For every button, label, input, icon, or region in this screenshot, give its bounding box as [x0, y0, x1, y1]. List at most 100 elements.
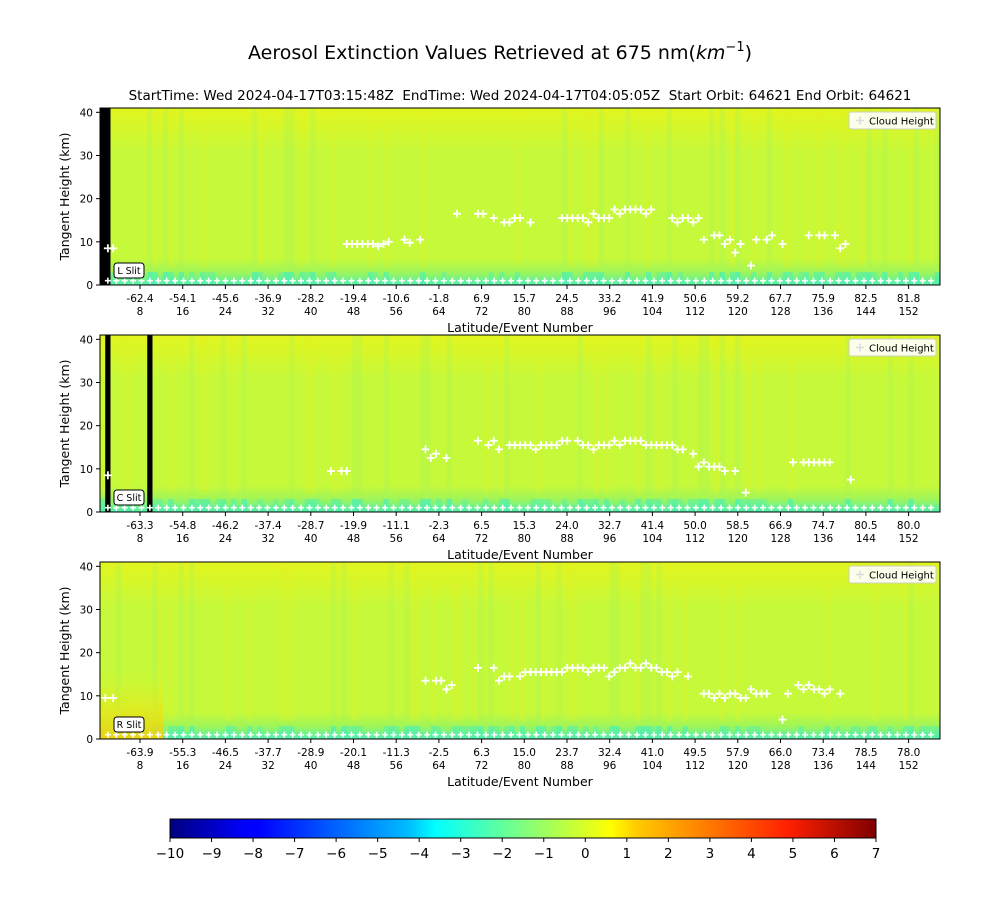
heatmap-stripe: [735, 562, 741, 722]
cloud-height-marker: [558, 668, 566, 677]
heatmap-low-cell: [504, 499, 510, 512]
cloud-height-marker: [474, 436, 482, 445]
heatmap-low-cell: [656, 272, 662, 285]
heatmap-low-cell: [604, 499, 610, 512]
cloud-height-marker: [579, 214, 587, 223]
heatmap-stripe: [719, 562, 725, 722]
heatmap-low-cell: [871, 726, 877, 739]
cloud-height-marker: [731, 466, 740, 475]
heatmap-low-cell: [121, 499, 127, 512]
heatmap-stripe: [640, 562, 646, 722]
cloud-height-marker: [109, 693, 118, 702]
heatmap-low-cell: [331, 499, 337, 512]
cloud-height-marker: [563, 436, 572, 445]
heatmap-stripe: [509, 562, 515, 722]
cloud-marker-baseline: [272, 277, 279, 284]
heatmap-stripe: [352, 335, 358, 495]
cloud-marker-baseline: [449, 731, 456, 738]
cloud-marker-baseline: [877, 504, 884, 511]
cloud-marker-baseline: [499, 731, 506, 738]
x-tick-latitude: -28.9: [297, 747, 324, 759]
cloud-height-marker: [741, 693, 750, 702]
y-axis-label: Tangent Height (km): [57, 132, 72, 261]
cloud-marker-baseline: [600, 504, 607, 511]
cloud-marker-baseline: [398, 277, 405, 284]
heatmap-low-cell: [446, 499, 452, 512]
heatmap-stripe: [625, 108, 631, 268]
cloud-height-marker: [374, 242, 383, 251]
heatmap-field: [100, 335, 940, 512]
cloud-height-marker: [526, 218, 535, 227]
heatmap-low-cell: [730, 272, 736, 285]
cloud-marker-baseline: [222, 504, 229, 511]
heatmap-low-cell: [756, 726, 762, 739]
x-tick-event: 56: [390, 760, 404, 772]
heatmap-stripe: [168, 562, 174, 722]
cloud-marker-baseline: [902, 504, 909, 511]
x-tick-latitude: 6.3: [473, 747, 490, 759]
cloud-height-marker: [715, 689, 724, 698]
cloud-height-marker: [794, 681, 803, 690]
cloud-height-marker: [584, 218, 593, 227]
cloud-marker-baseline: [810, 504, 817, 511]
heatmap-stripe: [336, 335, 342, 495]
heatmap-low-cell: [304, 272, 310, 285]
heatmap-stripe: [420, 108, 426, 268]
heatmap-stripe: [472, 562, 478, 722]
cloud-marker-baseline: [197, 731, 204, 738]
colorbar-tick-label: −2: [492, 846, 512, 862]
cloud-height-marker: [489, 663, 498, 672]
heatmap-stripe: [241, 335, 247, 495]
cloud-marker-baseline: [701, 504, 708, 511]
x-tick-latitude: 74.7: [812, 520, 835, 532]
heatmap-stripe: [446, 335, 452, 495]
cloud-marker-baseline: [785, 731, 792, 738]
heatmap-stripe: [882, 108, 888, 268]
x-tick-event: 8: [137, 533, 144, 545]
heatmap-low-cell: [289, 499, 295, 512]
y-tick-label: 20: [80, 648, 93, 660]
cloud-height-marker: [689, 218, 698, 227]
heatmap-stripe: [535, 562, 541, 722]
y-tick-label: 30: [80, 150, 93, 162]
cloud-height-marker: [489, 436, 498, 445]
x-tick-latitude: -1.8: [429, 293, 450, 305]
heatmap-low-cell: [430, 726, 436, 739]
cloud-marker-baseline: [709, 277, 716, 284]
heatmap-low-cell: [782, 272, 788, 285]
heatmap-stripe: [835, 108, 841, 268]
heatmap-low-cell: [199, 499, 205, 512]
cloud-marker-baseline: [121, 277, 128, 284]
x-tick-event: 96: [603, 533, 617, 545]
x-tick-latitude: 24.5: [555, 293, 578, 305]
cloud-marker-baseline: [718, 731, 725, 738]
cloud-marker-baseline: [398, 731, 405, 738]
heatmap-stripe: [567, 108, 573, 268]
heatmap-stripe: [199, 335, 205, 495]
heatmap-stripe: [483, 335, 489, 495]
heatmap-stripe: [598, 108, 604, 268]
x-tick-event: 144: [856, 533, 876, 545]
cloud-marker-baseline: [583, 504, 590, 511]
cloud-marker-baseline: [340, 504, 347, 511]
heatmap-stripe: [504, 335, 510, 495]
cloud-height-marker: [668, 672, 677, 681]
cloud-height-marker: [416, 235, 425, 244]
cloud-height-marker: [421, 676, 430, 685]
heatmap-low-cell: [677, 272, 683, 285]
x-axis-label: Latitude/Event Number: [447, 774, 594, 789]
heatmap-stripe: [698, 335, 704, 495]
cloud-marker-baseline: [172, 277, 179, 284]
x-tick-latitude: -10.6: [383, 293, 410, 305]
cloud-marker-baseline: [306, 277, 313, 284]
heatmap-low-cell: [352, 499, 358, 512]
colorbar-tick-label: 0: [581, 846, 590, 862]
heatmap-stripe: [787, 108, 793, 268]
heatmap-low-cell: [404, 726, 410, 739]
x-tick-latitude: -46.5: [212, 747, 239, 759]
heatmap-low-cell: [257, 726, 263, 739]
cloud-marker-baseline: [768, 277, 775, 284]
cloud-marker-baseline: [222, 277, 229, 284]
cloud-marker-baseline: [314, 731, 321, 738]
heatmap-stripe: [488, 562, 494, 722]
